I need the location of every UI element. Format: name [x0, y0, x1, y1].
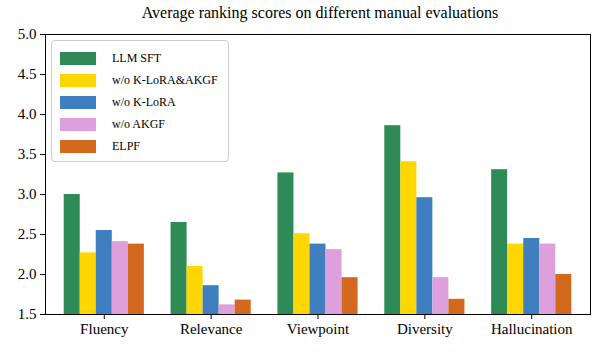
svg-text:5.0: 5.0: [18, 26, 37, 42]
html-text:Average ranking scores on diff: Average ranking scores on different manu…: [141, 4, 499, 21]
svg-text:3.0: 3.0: [18, 186, 37, 202]
svg-text:4.0: 4.0: [18, 106, 37, 122]
svg-text:Diversity: Diversity: [397, 321, 453, 337]
html-text:w/o AKGF: w/o AKGF: [112, 116, 165, 131]
svg-text:1.5: 1.5: [18, 306, 37, 322]
svg-text:2.0: 2.0: [18, 266, 37, 282]
svg-text:Fluency: Fluency: [80, 321, 129, 337]
svg-text:2.5: 2.5: [18, 226, 37, 242]
svg-text:Relevance: Relevance: [180, 321, 243, 337]
svg-text:Viewpoint: Viewpoint: [287, 321, 350, 337]
html-text:ELPF: ELPF: [112, 138, 140, 153]
svg-text:Hallucination: Hallucination: [491, 321, 573, 337]
html-text:w/o K-LoRA: w/o K-LoRA: [112, 94, 176, 109]
html-text:w/o K-LoRA&AKGF: w/o K-LoRA&AKGF: [112, 72, 218, 87]
svg-text:4.5: 4.5: [18, 66, 37, 82]
svg-text:3.5: 3.5: [18, 146, 37, 162]
html-text:LLM SFT: LLM SFT: [112, 50, 161, 65]
